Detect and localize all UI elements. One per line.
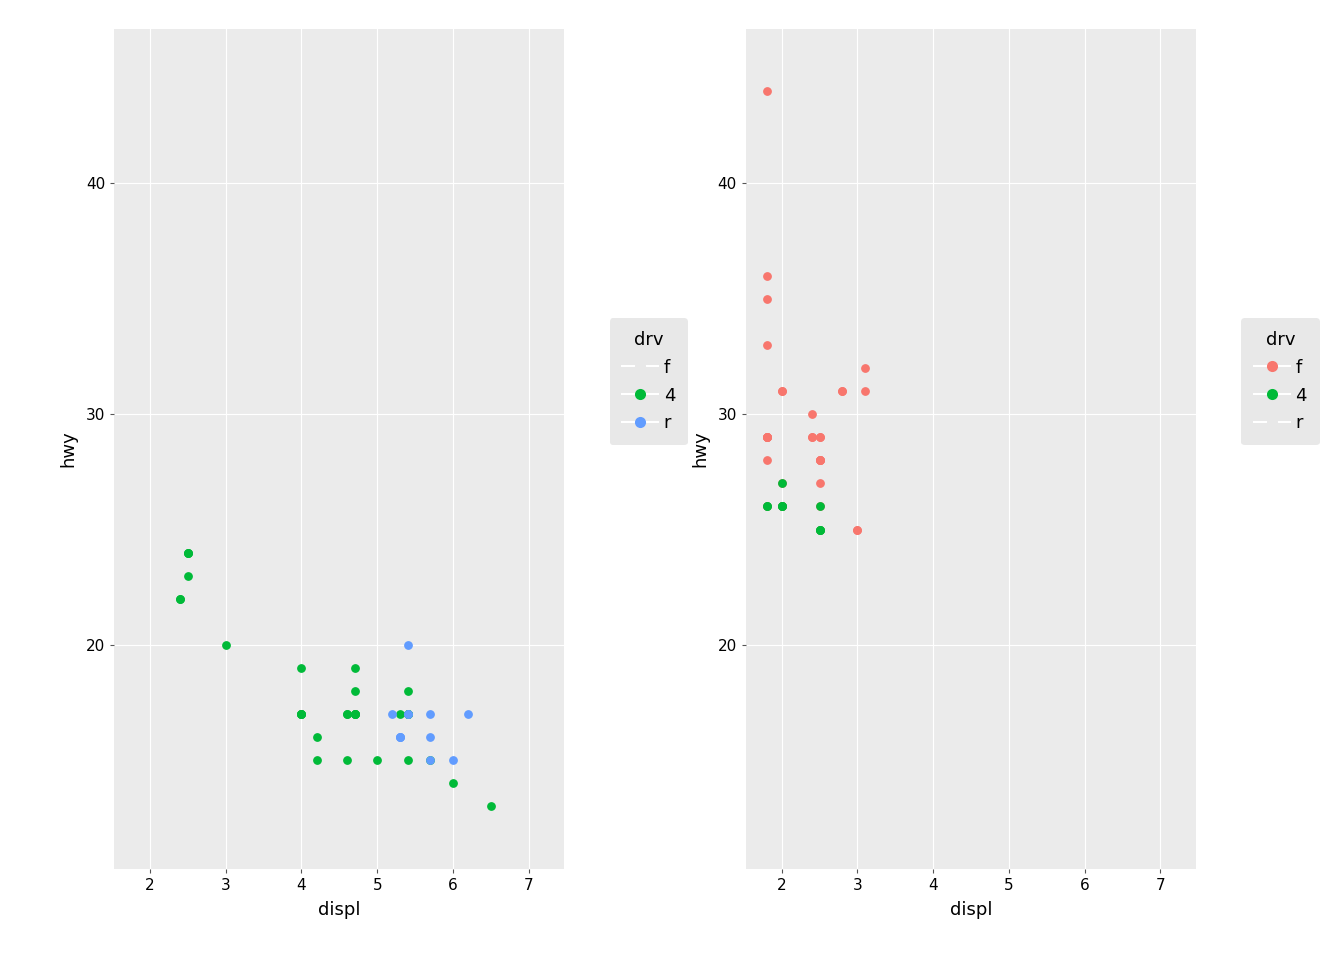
Point xyxy=(390,730,411,745)
Point xyxy=(215,637,237,653)
Point xyxy=(847,522,868,538)
Point xyxy=(855,360,876,375)
Point xyxy=(771,383,793,398)
Point xyxy=(809,522,831,538)
Point xyxy=(771,499,793,515)
Point xyxy=(801,406,823,421)
Point xyxy=(809,522,831,538)
Point xyxy=(442,776,464,791)
Legend: f, 4, r: f, 4, r xyxy=(610,318,688,445)
Point xyxy=(290,707,312,722)
Point xyxy=(755,268,777,283)
Point xyxy=(855,383,876,398)
Point xyxy=(809,453,831,468)
Point xyxy=(832,383,853,398)
Point xyxy=(344,707,366,722)
Point xyxy=(344,707,366,722)
Point xyxy=(306,730,328,745)
Point xyxy=(344,707,366,722)
Point xyxy=(809,476,831,492)
Point xyxy=(396,707,418,722)
Point xyxy=(771,499,793,515)
Point xyxy=(442,753,464,768)
Point xyxy=(847,522,868,538)
Point xyxy=(367,753,388,768)
Point xyxy=(755,84,777,99)
Point xyxy=(755,429,777,444)
Y-axis label: hwy: hwy xyxy=(59,430,78,468)
Point xyxy=(457,707,478,722)
Point xyxy=(290,660,312,676)
Point xyxy=(396,753,418,768)
Point xyxy=(177,545,199,561)
X-axis label: displ: displ xyxy=(950,901,992,919)
Point xyxy=(801,429,823,444)
Point xyxy=(771,476,793,492)
Point xyxy=(344,707,366,722)
Point xyxy=(419,707,441,722)
Point xyxy=(396,637,418,653)
Point xyxy=(396,707,418,722)
Point xyxy=(177,568,199,584)
Point xyxy=(336,707,358,722)
Legend: f, 4, r: f, 4, r xyxy=(1242,318,1320,445)
Point xyxy=(390,707,411,722)
Point xyxy=(809,453,831,468)
Point xyxy=(771,476,793,492)
Point xyxy=(755,337,777,352)
Point xyxy=(755,429,777,444)
Point xyxy=(390,730,411,745)
Point xyxy=(336,707,358,722)
Point xyxy=(419,730,441,745)
Point xyxy=(419,753,441,768)
Point xyxy=(755,429,777,444)
Point xyxy=(809,453,831,468)
Point xyxy=(169,591,191,607)
Point xyxy=(390,730,411,745)
Point xyxy=(809,499,831,515)
Point xyxy=(344,684,366,699)
Point xyxy=(755,429,777,444)
Point xyxy=(755,453,777,468)
Point xyxy=(382,707,403,722)
Point xyxy=(336,753,358,768)
Point xyxy=(480,799,501,814)
Point xyxy=(755,429,777,444)
X-axis label: displ: displ xyxy=(319,901,360,919)
Point xyxy=(809,522,831,538)
Point xyxy=(290,707,312,722)
Point xyxy=(809,499,831,515)
Point xyxy=(771,499,793,515)
Point xyxy=(755,499,777,515)
Point xyxy=(306,753,328,768)
Point xyxy=(755,499,777,515)
Point xyxy=(809,429,831,444)
Point xyxy=(832,383,853,398)
Point xyxy=(177,545,199,561)
Point xyxy=(290,707,312,722)
Point xyxy=(809,429,831,444)
Point xyxy=(396,707,418,722)
Point xyxy=(801,429,823,444)
Y-axis label: hwy: hwy xyxy=(691,430,710,468)
Point xyxy=(396,684,418,699)
Point xyxy=(396,707,418,722)
Point xyxy=(771,383,793,398)
Point xyxy=(809,522,831,538)
Point xyxy=(169,591,191,607)
Point xyxy=(755,499,777,515)
Point xyxy=(771,499,793,515)
Point xyxy=(755,291,777,306)
Point xyxy=(290,707,312,722)
Point xyxy=(344,660,366,676)
Point xyxy=(396,707,418,722)
Point xyxy=(419,753,441,768)
Point xyxy=(177,545,199,561)
Point xyxy=(771,499,793,515)
Point xyxy=(809,453,831,468)
